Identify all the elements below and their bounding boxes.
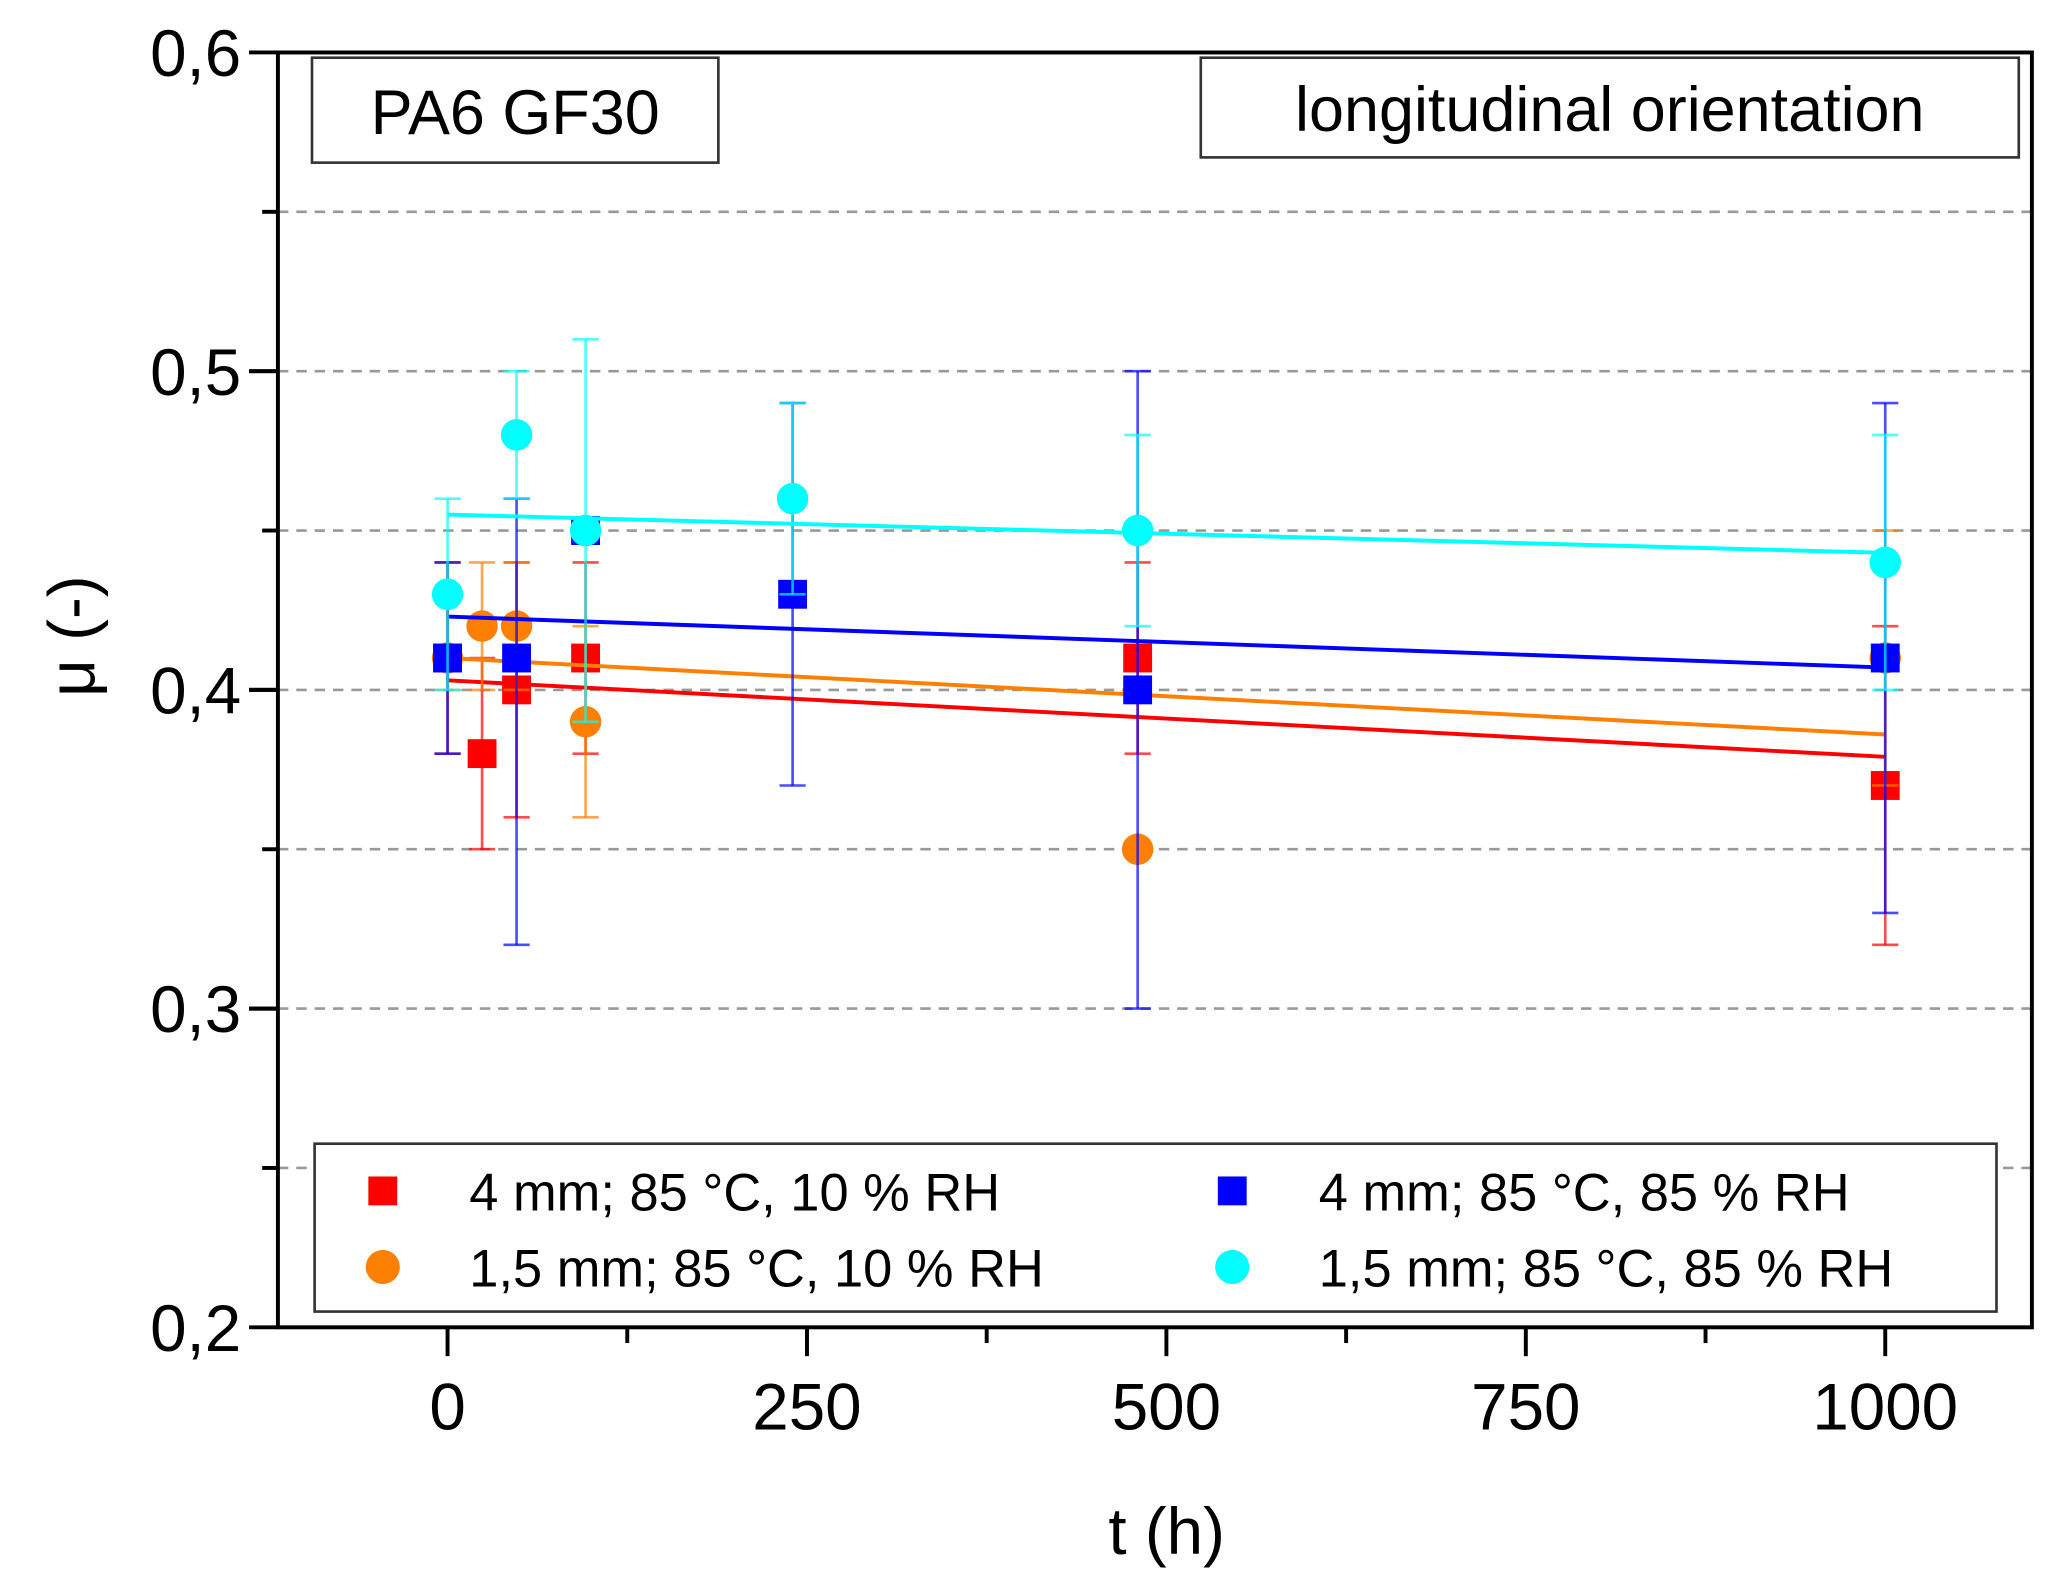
x-tick-label: 1000: [1812, 1371, 1958, 1444]
y-axis-label: μ (-): [35, 575, 108, 696]
legend-label: 1,5 mm; 85 °C, 10 % RH: [469, 1241, 1044, 1299]
y-tick-label: 0,4: [150, 654, 241, 727]
data-point-square: [467, 739, 497, 769]
data-point-circle: [1869, 546, 1901, 579]
x-axis-label: t (h): [1108, 1495, 1225, 1568]
series-4-mm-85-c-10-rh: [433, 561, 1900, 947]
data-point-circle: [500, 419, 533, 451]
orientation-box: longitudinal orientation: [1199, 56, 2021, 159]
legend-marker-circle: [365, 1249, 400, 1285]
data-point-circle: [466, 610, 498, 642]
data-point-circle: [569, 514, 602, 547]
orientation-label: longitudinal orientation: [1295, 75, 1925, 145]
legend-label: 1,5 mm; 85 °C, 85 % RH: [1319, 1241, 1894, 1299]
legend-marker-circle: [1215, 1249, 1250, 1285]
data-point-circle: [1121, 514, 1154, 547]
data-point-circle: [431, 578, 464, 611]
data-point-square: [502, 643, 531, 673]
fit-line: [447, 656, 1886, 737]
x-tick-label: 750: [1471, 1371, 1580, 1444]
legend-marker-square: [1217, 1176, 1247, 1206]
grid-lines: [277, 210, 2032, 1170]
material-box: PA6 GF30: [310, 56, 720, 164]
legend-label: 4 mm; 85 °C, 10 % RH: [469, 1165, 1000, 1223]
series-1-5-mm-85-c-85-rh: [431, 337, 1901, 724]
data-point-square: [1123, 675, 1153, 705]
x-tick-label: 0: [429, 1371, 465, 1444]
series-1-5-mm-85-c-10-rh: [431, 529, 1901, 865]
series-layer: [431, 337, 1901, 1010]
x-tick-label: 250: [752, 1371, 861, 1444]
legend: 4 mm; 85 °C, 10 % RH 1,5 mm; 85 °C, 10 % …: [313, 1142, 1998, 1313]
data-point-circle: [776, 482, 809, 515]
x-tick-label: 500: [1112, 1371, 1221, 1444]
fit-line: [447, 614, 1886, 670]
y-tick-label: 0,5: [150, 336, 241, 409]
fit-line: [447, 678, 1886, 759]
material-label: PA6 GF30: [371, 78, 660, 148]
legend-label: 4 mm; 85 °C, 85 % RH: [1319, 1165, 1850, 1223]
fit-line: [447, 512, 1886, 555]
y-tick-label: 0,6: [150, 17, 241, 90]
y-tick-label: 0,3: [150, 973, 241, 1046]
axis-ticks: 0,2 0,3 0,4 0,5 0,6 0 250 500 750 1000: [150, 17, 1958, 1444]
legend-marker-square: [368, 1176, 398, 1206]
y-tick-label: 0,2: [150, 1292, 241, 1365]
